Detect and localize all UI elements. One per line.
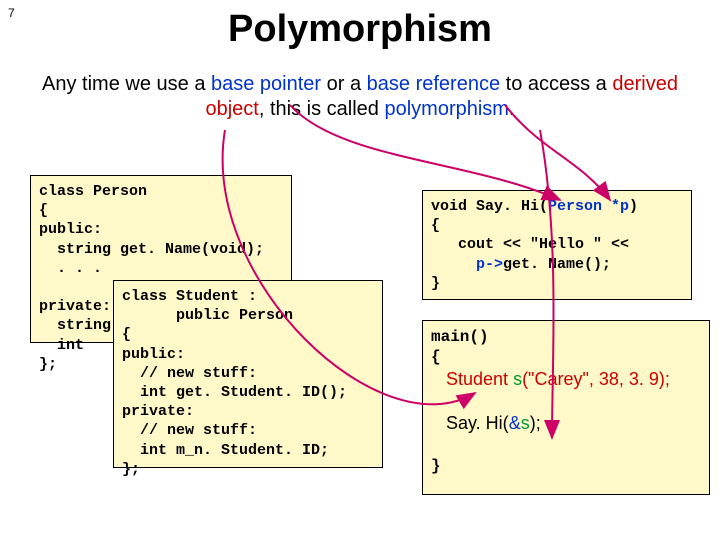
- intro-t3: or a: [321, 73, 367, 95]
- sayhi-l5: }: [431, 275, 440, 292]
- main-student-args: ("Carey", 38, 3. 9);: [522, 369, 670, 389]
- main-sayhi-call: Say. Hi(: [431, 413, 509, 433]
- main-l2: {: [431, 348, 441, 366]
- code-student: class Student : public Person { public: …: [113, 280, 383, 468]
- main-amp: &: [509, 413, 521, 433]
- intro-polymorphism: polymorphism: [384, 98, 508, 120]
- intro-base-pointer: base pointer: [211, 73, 321, 95]
- sayhi-l2: {: [431, 217, 440, 234]
- intro-t1: Any time we use a: [42, 73, 211, 95]
- sayhi-l4c: get. Name();: [503, 256, 611, 273]
- code-main: main() { Student s("Carey", 38, 3. 9); S…: [422, 320, 710, 495]
- main-s-var: s: [513, 369, 522, 389]
- slide-title: Polymorphism: [0, 8, 720, 51]
- sayhi-p-arrow: p->: [476, 256, 503, 273]
- code-sayhi: void Say. Hi(Person *p) { cout << "Hello…: [422, 190, 692, 300]
- sayhi-l4a: [431, 256, 476, 273]
- intro-t7: , this is called: [259, 98, 385, 120]
- main-l1: main(): [431, 328, 489, 346]
- intro-t5: to access a: [500, 73, 612, 95]
- sayhi-l1a: void Say. Hi(: [431, 198, 548, 215]
- main-l7: }: [431, 457, 441, 475]
- main-sayhi-close: );: [530, 413, 541, 433]
- intro-text: Any time we use a base pointer or a base…: [40, 72, 680, 122]
- main-s-arg: s: [521, 413, 530, 433]
- sayhi-l1c: ): [629, 198, 638, 215]
- sayhi-l3: cout << "Hello " <<: [431, 236, 629, 253]
- sayhi-person-ptr: Person *p: [548, 198, 629, 215]
- main-student: Student: [431, 369, 513, 389]
- intro-t9: .: [509, 98, 515, 120]
- intro-base-reference: base reference: [367, 73, 500, 95]
